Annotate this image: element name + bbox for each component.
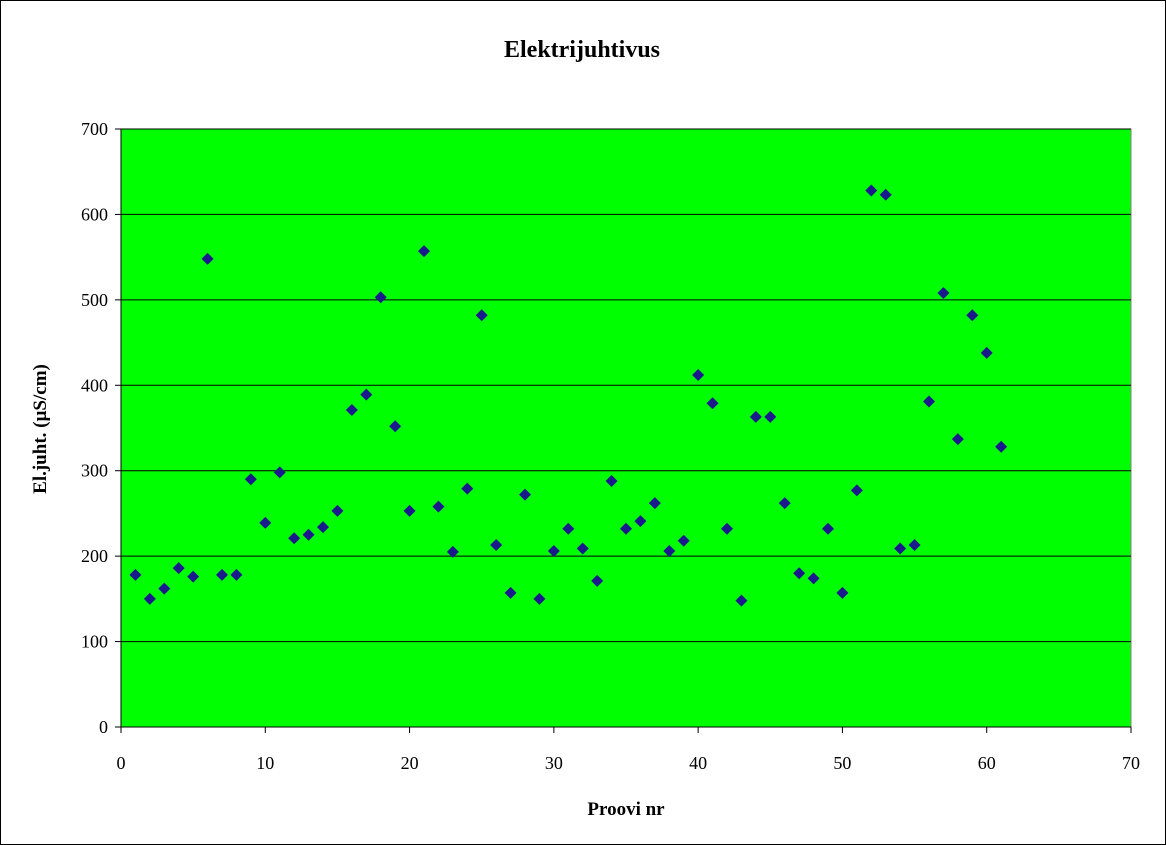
y-tick-label: 400 [81, 375, 108, 395]
x-tick-label: 20 [401, 753, 419, 773]
data-point [432, 500, 445, 513]
data-point [764, 410, 777, 423]
x-tick-label: 50 [833, 753, 851, 773]
data-point [446, 545, 459, 558]
data-point [807, 572, 820, 585]
data-point [692, 369, 705, 382]
data-point [562, 522, 575, 535]
x-tick-label: 30 [545, 753, 563, 773]
x-tick-label: 0 [117, 753, 126, 773]
data-point [418, 245, 430, 258]
y-tick-label: 300 [81, 461, 108, 481]
data-point [706, 397, 719, 410]
data-point [533, 592, 546, 605]
chart-title: Elektrijuhtivus [504, 37, 660, 63]
data-point [937, 287, 950, 300]
data-point [605, 474, 618, 487]
data-point [244, 473, 257, 486]
data-point [389, 420, 402, 433]
x-tick-label: 10 [256, 753, 274, 773]
data-point [201, 252, 214, 265]
y-tick-label: 600 [81, 204, 108, 224]
data-point [620, 522, 632, 535]
data-point [591, 574, 604, 587]
data-point [923, 395, 935, 408]
data-point [879, 188, 892, 201]
data-point [158, 582, 171, 595]
data-point [980, 346, 993, 359]
data-point [836, 586, 849, 599]
data-point [634, 515, 647, 528]
data-point [259, 516, 272, 529]
x-tick-label: 70 [1122, 753, 1140, 773]
x-axis-ticks: 0 10 20 30 40 50 60 70 [117, 727, 1140, 773]
data-point [721, 522, 733, 535]
data-point [143, 592, 156, 605]
data-point [172, 562, 185, 575]
y-tick-label: 200 [81, 546, 108, 566]
data-point [995, 440, 1008, 453]
data-point [288, 532, 301, 545]
data-point [865, 184, 878, 197]
data-point [778, 497, 791, 510]
plot-area [120, 128, 1132, 728]
data-point [317, 521, 329, 534]
data-point [461, 482, 474, 495]
data-point [576, 542, 589, 555]
data-point [908, 539, 921, 552]
y-tick-label: 700 [81, 119, 108, 139]
data-point [403, 504, 416, 517]
y-axis-ticks: 0 100 200 300 400 500 600 700 [81, 119, 121, 737]
data-point [894, 542, 907, 555]
data-point [648, 497, 661, 510]
y-axis-title: El.juht. (µS/cm) [30, 364, 51, 494]
data-point [822, 522, 834, 535]
data-point [216, 568, 228, 581]
data-point [490, 539, 503, 552]
data-point [360, 388, 373, 401]
x-tick-label: 60 [978, 753, 996, 773]
y-tick-label: 100 [81, 632, 108, 652]
data-point [345, 404, 358, 417]
data-point [793, 567, 806, 580]
data-point [547, 545, 560, 558]
data-point [475, 309, 488, 322]
data-point [331, 504, 344, 517]
data-point [129, 568, 142, 581]
axes [120, 129, 1131, 728]
data-points [129, 184, 1008, 607]
data-point [302, 528, 315, 541]
data-point [677, 534, 690, 547]
y-tick-label: 500 [81, 290, 108, 310]
data-point [663, 545, 676, 558]
data-point [374, 291, 387, 304]
data-point [230, 568, 243, 581]
x-tick-label: 40 [689, 753, 707, 773]
data-point [951, 433, 964, 446]
gridlines [121, 128, 1131, 643]
data-point [966, 309, 979, 322]
data-point [187, 570, 200, 583]
y-tick-label: 0 [99, 717, 108, 737]
x-axis-title: Proovi nr [587, 799, 665, 820]
data-point [749, 410, 762, 423]
data-point [850, 484, 863, 497]
data-point [273, 466, 286, 479]
data-point [519, 488, 531, 501]
data-point [735, 594, 748, 607]
data-point [504, 586, 517, 599]
